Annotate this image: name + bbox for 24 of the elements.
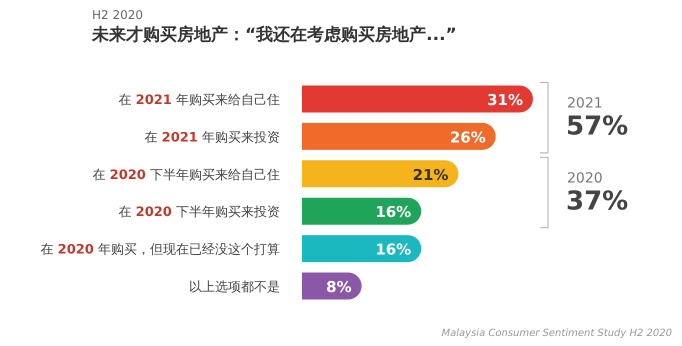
text: Malaysia Consumer Sentiment Study H2 2020	[442, 328, 672, 339]
y-tick-label: 在 2021 年购买来投资	[144, 130, 280, 146]
text: 2021	[567, 96, 603, 112]
y-tick-label: 在 2020 下半年购买来给自己住	[92, 168, 280, 183]
data-label: 26%	[450, 128, 486, 146]
data-label: 8%	[326, 278, 352, 296]
bar	[302, 235, 422, 262]
bar	[302, 86, 533, 112]
text: 2020	[567, 170, 603, 186]
bar	[302, 160, 458, 188]
data-label: 21%	[412, 166, 448, 184]
text: H2 2020	[92, 8, 144, 22]
y-tick-label: 在 2020 年购买，但现在已经没这个打算	[40, 242, 280, 258]
y-tick-label: 在 2020 下半年购买来投资	[118, 205, 280, 220]
text: 37%	[566, 186, 628, 216]
data-label: 31%	[487, 91, 523, 109]
chart-title: 未来才购买房地产：“我还在考虑购买房地产...”	[91, 25, 457, 45]
data-label: 16%	[375, 203, 412, 222]
y-tick-label: 在 2021 年购买来给自己住	[118, 93, 280, 108]
text: 57%	[566, 112, 628, 142]
bar	[302, 122, 496, 150]
y-tick-label: 以上选项都不是	[189, 280, 280, 295]
bar	[302, 198, 422, 225]
data-label: 16%	[375, 240, 412, 259]
